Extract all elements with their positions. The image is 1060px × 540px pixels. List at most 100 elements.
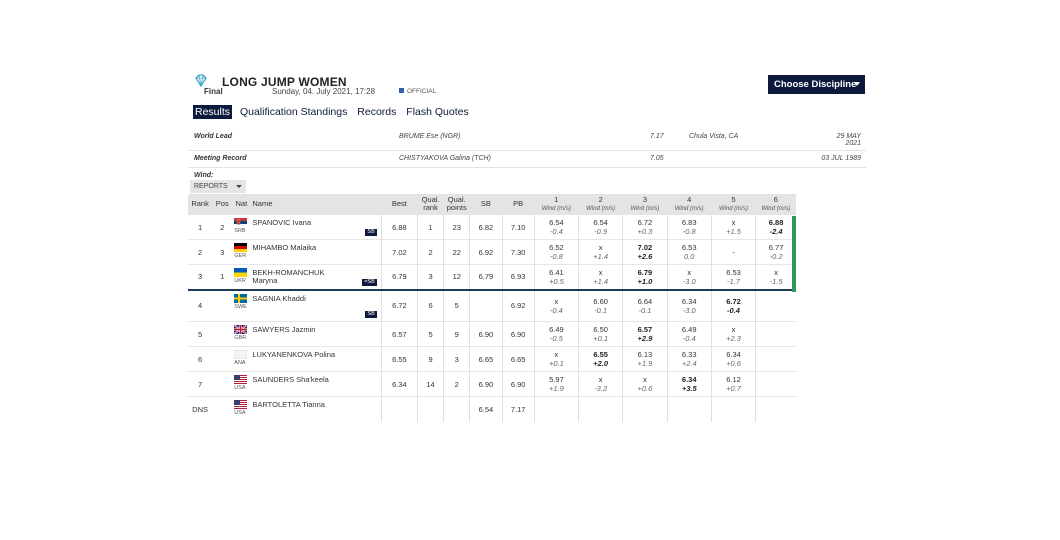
diamond-league-logo-icon: [195, 74, 207, 88]
col-attempt-3: 3 Wind (m/s): [622, 194, 668, 215]
tab-qualification-standings[interactable]: Qualification Standings: [239, 106, 348, 118]
record-venue: Chula Vista, CA: [689, 133, 739, 140]
attempt-number: 1: [554, 194, 559, 204]
athlete-name-cell[interactable]: BEKH-ROMANCHUK Maryna =SB: [250, 264, 382, 291]
attempt-wind: +0.6: [637, 384, 653, 393]
flag-usa-icon: [234, 375, 248, 384]
tab-flash-quotes[interactable]: Flash Quotes: [406, 106, 469, 118]
attempt-mark: 6.41: [549, 267, 564, 277]
col-pos: Pos: [212, 194, 233, 215]
attempt-2-cell: x +1.4: [578, 264, 623, 291]
table-row: DNS USA BARTOLETTA Tianna 6.54 7.17: [188, 396, 796, 422]
caret-down-icon: [854, 82, 860, 86]
qual-rank-cell: 6: [416, 289, 444, 322]
attempt-mark: x: [731, 325, 736, 334]
col-attempt-2: 2 Wind (m/s): [578, 194, 623, 215]
attempt-4-cell: 6.33 +2.4: [666, 346, 712, 372]
col-best: Best: [381, 194, 418, 215]
qual-rank-cell: 2: [416, 239, 444, 265]
flag-usa-icon: [234, 400, 248, 409]
pb-cell: 7.10: [501, 214, 535, 240]
athlete-name-cell[interactable]: SAWYERS Jazmin: [250, 321, 382, 347]
sb-cell: 6.92: [469, 239, 503, 265]
table-row: 1 2 SRB SPANOVIC Ivana SB 6.88 1 23 6.82 7.10 6.54…: [188, 214, 796, 240]
nat-cell: UKR: [232, 264, 251, 291]
attempt-wind: -0.4: [549, 227, 563, 236]
sb-cell: [469, 289, 503, 322]
sb-cell: 6.79: [469, 264, 503, 291]
attempt-mark: 7.02: [637, 243, 653, 252]
attempt-wind: +0.1: [548, 359, 564, 368]
attempt-4-cell: [666, 396, 712, 422]
attempt-6-cell: [755, 346, 796, 372]
best-cell: 6.57: [380, 321, 418, 347]
col-attempt-4: 4 Wind (m/s): [667, 194, 712, 215]
attempt-2-cell: x -3.2: [578, 371, 623, 397]
pos-cell: [212, 371, 233, 397]
athlete-name: SPANOVIC Ivana: [252, 218, 312, 227]
nat-cell: SRB: [232, 214, 251, 240]
attempt-wind: -3.0: [682, 305, 696, 315]
sb-cell: 6.65: [469, 346, 503, 372]
sb-cell: 6.54: [469, 396, 503, 422]
reports-dropdown[interactable]: REPORTS: [190, 180, 246, 193]
attempt-2-cell: 6.55 +2.0: [578, 346, 623, 372]
athlete-name-cell[interactable]: SAGNIA Khaddi SB: [250, 290, 381, 322]
attempt-mark: 6.53: [681, 243, 697, 252]
attempt-5-cell: 6.72 -0.4: [710, 289, 756, 322]
athlete-name-cell[interactable]: SAUNDERS Sha'keela: [250, 371, 382, 397]
attempt-mark: 6.72: [726, 296, 741, 306]
attempt-number: 4: [687, 194, 692, 204]
attempt-mark: 6.72: [637, 218, 653, 227]
col-attempt-6: 6 Wind (m/s): [755, 194, 796, 215]
attempt-5-cell: 6.12 +0.7: [710, 371, 756, 397]
pb-cell: 6.90: [501, 321, 535, 347]
athlete-name-cell[interactable]: MIHAMBO Malaika: [250, 239, 382, 265]
attempt-mark: x: [554, 296, 559, 306]
attempt-4-cell: x -3.0: [666, 264, 712, 291]
attempt-wind: +2.6: [637, 252, 653, 261]
pos-cell: [212, 346, 233, 372]
attempt-6-cell: 6.88 -2.4: [755, 214, 796, 240]
wind-label: Wind (m/s): [541, 205, 571, 212]
rank-cell: 1: [188, 214, 213, 240]
attempt-wind: +0.5: [548, 276, 564, 286]
attempt-mark: 6.60: [593, 296, 608, 306]
col-attempt-1: 1 Wind (m/s): [534, 194, 579, 215]
record-holder: CHISTYAKOVA Galina (TCH): [399, 155, 491, 162]
athlete-name-cell[interactable]: SPANOVIC Ivana SB: [250, 214, 382, 240]
attempt-wind: -0.4: [682, 334, 696, 343]
best-cell: 6.72: [380, 289, 418, 322]
tab-records[interactable]: Records: [357, 106, 397, 118]
attempt-1-cell: 6.54 -0.4: [533, 214, 579, 240]
rank-cell: DNS: [188, 396, 213, 422]
qual-rank-cell: [416, 396, 444, 422]
attempt-6-cell: x -1.5: [755, 264, 796, 291]
nat-code: GBR: [234, 335, 247, 341]
pb-cell: 6.93: [501, 264, 535, 291]
attempt-4-cell: 6.34 +3.5: [666, 371, 712, 397]
athlete-name-cell[interactable]: BARTOLETTA Tianna: [250, 396, 382, 422]
tab-results[interactable]: Results: [193, 105, 233, 119]
col-rank: Rank: [188, 194, 213, 215]
attempt-wind: +3.5: [681, 384, 697, 393]
nat-code: GER: [234, 253, 247, 259]
record-label: Meeting Record: [194, 155, 247, 162]
athlete-name-cell[interactable]: LUKYANENKOVA Polina: [250, 346, 382, 372]
tab-bar: Results Qualification Standings Records …: [193, 105, 474, 119]
athlete-name: LUKYANENKOVA Polina: [252, 350, 336, 359]
table-row: 5 GBR SAWYERS Jazmin 6.57 5 9 6.90 6.90 6.49 -0.5…: [188, 321, 796, 347]
athlete-name: SAUNDERS Sha'keela: [252, 375, 329, 384]
attempt-wind: -0.9: [594, 227, 608, 236]
attempt-wind: -0.1: [594, 305, 608, 315]
attempt-mark: x: [554, 350, 559, 359]
pb-cell: 6.65: [501, 346, 535, 372]
attempt-wind: +2.0: [593, 359, 609, 368]
attempt-mark: x: [774, 267, 778, 277]
attempt-mark: x: [687, 267, 692, 277]
attempt-mark: x: [643, 375, 647, 384]
choose-discipline-button[interactable]: Choose Discipline: [768, 75, 865, 94]
record-mark: 7.17: [650, 133, 664, 140]
pos-cell: [212, 396, 233, 422]
attempt-mark: 6.54: [593, 218, 608, 227]
